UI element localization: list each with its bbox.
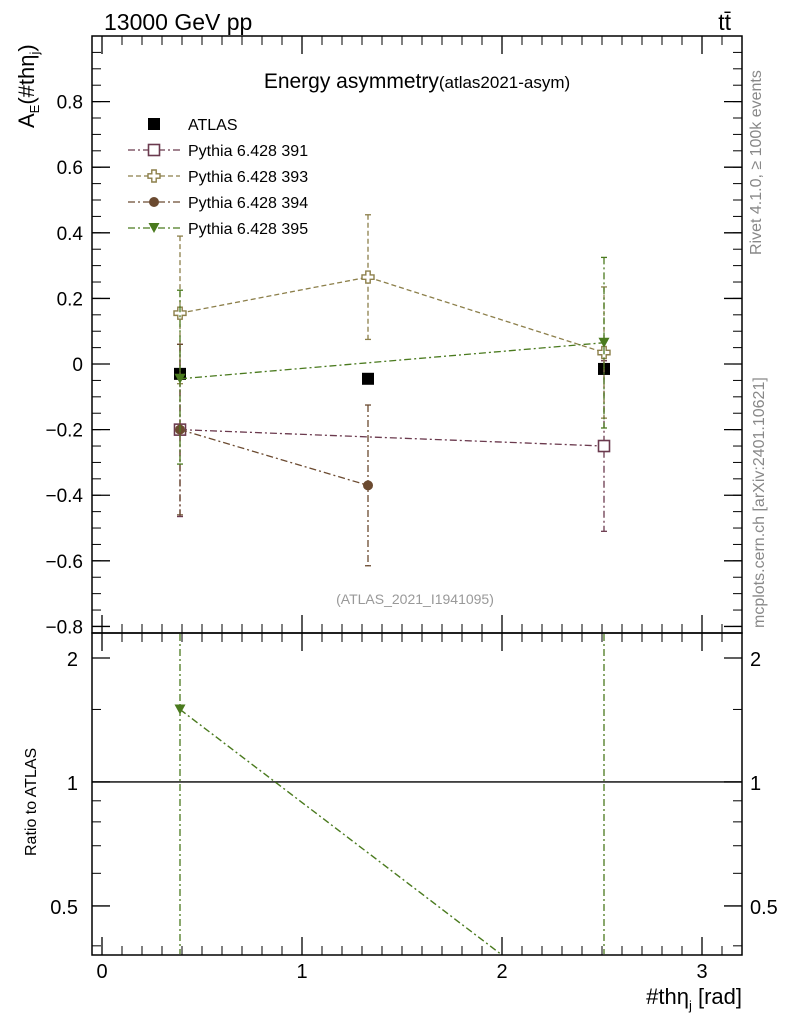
ylabel-e: E <box>27 104 42 113</box>
series-3 <box>175 343 373 567</box>
y-tick-label: 0.6 <box>57 158 83 179</box>
ratio-x-tick-label: 2 <box>496 961 507 983</box>
legend-label: ATLAS <box>188 117 238 134</box>
legend-label: Pythia 6.428 391 <box>188 143 308 160</box>
energy-label: 13000 GeV pp <box>104 9 252 35</box>
rivet-label: Rivet 4.1.0, ≥ 100k events <box>748 70 765 255</box>
ratio-y-tick-label-right: 2 <box>750 649 761 671</box>
ratio-y-tick-label: 2 <box>67 649 78 671</box>
y-tick-label: 0.8 <box>57 93 83 114</box>
ylabel-close: ) <box>14 44 39 51</box>
legend-marker <box>148 118 160 130</box>
data-point <box>173 306 187 320</box>
y-tick-label: −0.4 <box>45 486 83 507</box>
ratio-y-tick-label: 1 <box>67 773 78 795</box>
ylabel-paren: (#thη <box>14 54 39 104</box>
data-point <box>598 337 610 348</box>
legend-marker <box>147 169 161 183</box>
legend-label: Pythia 6.428 395 <box>188 221 308 238</box>
main-series <box>173 214 611 567</box>
ratio-line <box>179 708 503 956</box>
y-tick-label: −0.2 <box>45 421 83 442</box>
series-2 <box>173 214 611 419</box>
legend-marker <box>148 223 160 233</box>
series-4 <box>174 256 610 465</box>
y-tick-label: −0.6 <box>45 552 83 573</box>
y-tick-label: −0.8 <box>45 617 83 638</box>
legend-label: Pythia 6.428 394 <box>188 195 308 212</box>
xlabel-main: #thη <box>646 984 689 1009</box>
series-line <box>179 428 605 447</box>
ratio-series-0 <box>174 634 605 956</box>
watermark: (ATLAS_2021_I1941095) <box>336 591 494 607</box>
ratio-y-tick-label-right: 1 <box>750 773 761 795</box>
main-ylabel: AE(#thηj) <box>14 44 42 128</box>
series-0 <box>174 362 610 385</box>
series-line <box>179 429 369 487</box>
chart-title-sub: (atlas2021-asym) <box>439 73 570 92</box>
series-1 <box>173 343 611 532</box>
ratio-plot-frame <box>91 632 743 956</box>
data-point <box>597 439 611 453</box>
ratio-xlabel: #thηj [rad] <box>646 984 742 1013</box>
ratio-series <box>174 634 605 956</box>
ylabel-a: A <box>14 113 39 128</box>
data-point <box>361 270 375 284</box>
chart-title: Energy asymmetry(atlas2021-asym) <box>264 70 570 93</box>
y-tick-label: 0.4 <box>57 224 84 245</box>
mcplots-label: mcplots.cern.ch [arXiv:2401.10621] <box>751 377 768 628</box>
series-line <box>179 342 605 380</box>
y-tick-label: 0 <box>72 355 83 376</box>
series-line <box>179 276 605 354</box>
chart-title-main: Energy asymmetry <box>264 70 440 93</box>
legend-marker <box>149 197 159 207</box>
xlabel-j: j <box>688 998 692 1013</box>
ylabel-j: j <box>27 51 42 55</box>
ratio-ylabel: Ratio to ATLAS <box>23 748 40 856</box>
data-point <box>174 373 186 384</box>
xlabel-unit: [rad] <box>692 984 742 1009</box>
ratio-x-tick-label: 1 <box>296 961 307 983</box>
ratio-axes: 0.5 0.5 1 1 2 2 0 1 2 3 <box>50 633 778 983</box>
ratio-y-tick-label: 0.5 <box>50 897 78 919</box>
ratio-x-tick-label: 0 <box>96 961 107 983</box>
ratio-point <box>174 704 186 715</box>
legend: ATLAS Pythia 6.428 391 Pythia 6.428 393 Pyt… <box>128 117 308 238</box>
y-tick-label: 0.2 <box>57 289 83 310</box>
ratio-x-tick-label: 3 <box>696 961 707 983</box>
ratio-y-tick-label-right: 0.5 <box>750 897 778 919</box>
data-point <box>362 372 374 385</box>
process-label: tt̄ <box>718 9 731 35</box>
legend-label: Pythia 6.428 393 <box>188 169 308 186</box>
data-point <box>363 480 373 491</box>
main-axes: −0.8 −0.6 −0.4 −0.2 0 0.2 0.4 0.6 0.8 <box>45 36 742 638</box>
legend-marker <box>147 143 161 157</box>
